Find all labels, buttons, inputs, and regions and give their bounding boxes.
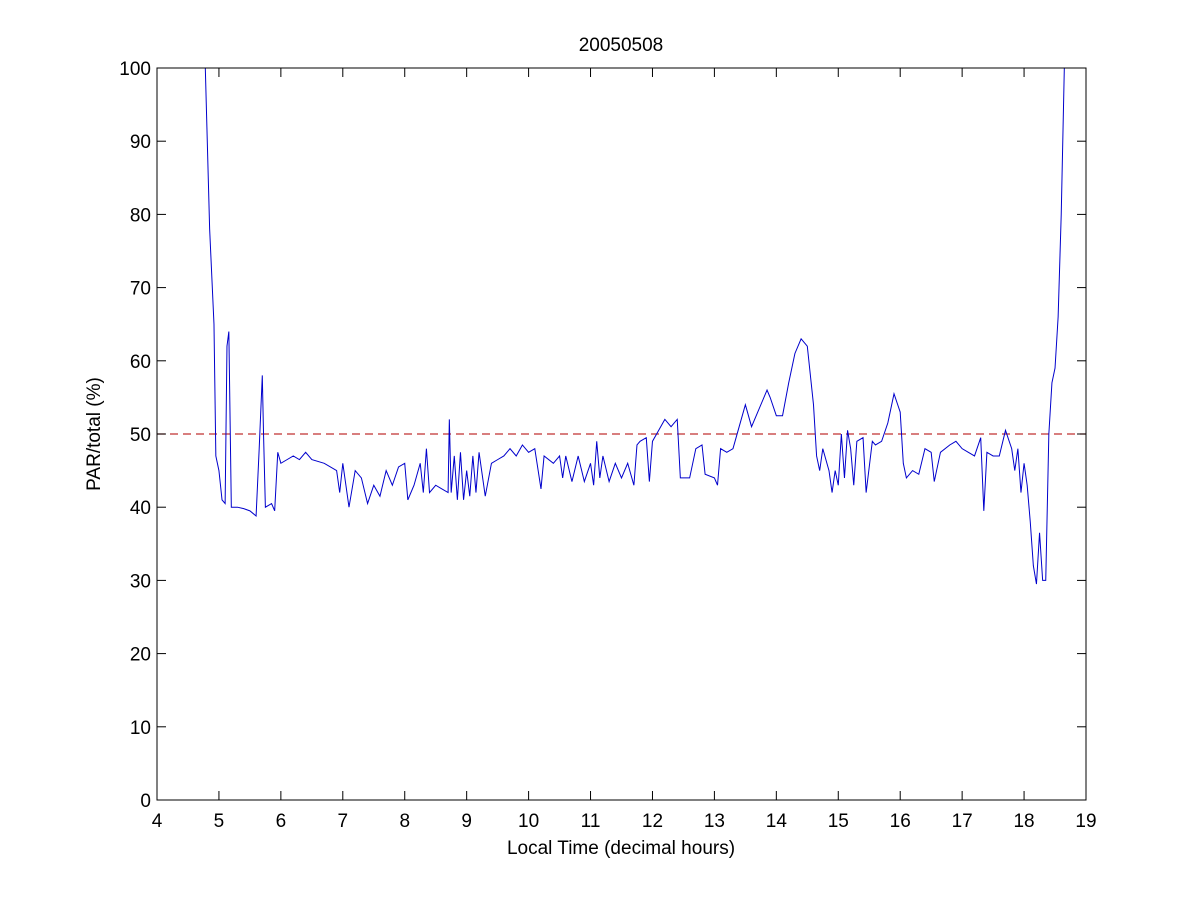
x-tick-label: 12 <box>642 811 663 832</box>
x-tick-label: 11 <box>581 811 601 832</box>
x-tick-label: 5 <box>214 811 225 832</box>
x-tick-label: 17 <box>952 811 973 832</box>
y-tick-label: 40 <box>130 498 151 519</box>
x-tick-label: 8 <box>399 811 410 832</box>
x-tick-label: 15 <box>828 811 849 832</box>
axes: 4 5 6 7 8 9 10 11 12 13 14 15 16 17 18 19 0 10 20 30 40 50 60 7… <box>119 59 1096 832</box>
x-tick-label: 18 <box>1013 811 1034 832</box>
x-tick-label: 9 <box>461 811 472 832</box>
x-tick-label: 13 <box>704 811 725 832</box>
y-tick-label: 30 <box>130 571 151 592</box>
x-tick-label: 6 <box>276 811 287 832</box>
y-tick-label: 60 <box>130 352 151 373</box>
y-tick-label: 80 <box>130 205 151 226</box>
y-tick-label: 50 <box>130 425 151 446</box>
plot-area <box>157 68 1086 585</box>
x-tick-label: 4 <box>152 811 163 832</box>
x-tick-label: 19 <box>1075 811 1096 832</box>
y-tick-label: 0 <box>140 791 151 812</box>
data-line <box>204 68 1065 585</box>
x-tick-label: 16 <box>890 811 911 832</box>
y-tick-label: 20 <box>130 645 151 666</box>
y-tick-label: 100 <box>119 59 151 80</box>
chart-title: 20050508 <box>579 35 664 56</box>
y-axis-label: PAR/total (%) <box>84 377 105 491</box>
y-tick-label: 10 <box>130 718 151 739</box>
y-tick-label: 90 <box>130 132 151 153</box>
x-axis-label: Local Time (decimal hours) <box>507 838 735 859</box>
x-tick-label: 14 <box>766 811 788 832</box>
x-tick-label: 10 <box>518 811 539 832</box>
y-tick-label: 70 <box>130 279 151 300</box>
x-tick-label: 7 <box>338 811 349 832</box>
